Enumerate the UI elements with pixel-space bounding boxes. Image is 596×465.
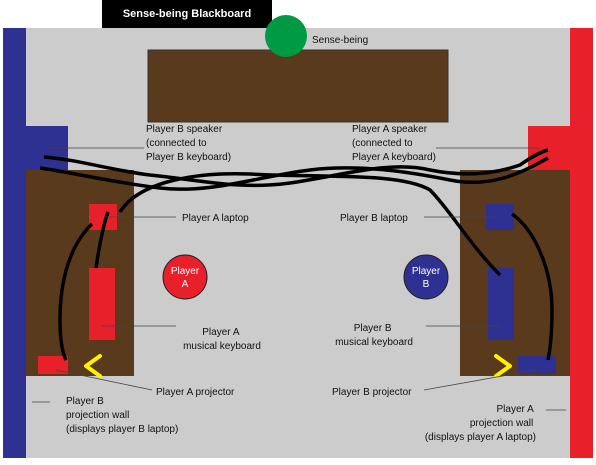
player-a-badge-line2: A [182,279,189,290]
player-a-keyboard-label-line1: Player A [202,327,240,338]
leader-player-a-projector [55,369,153,391]
player-b-keyboard-label: Player B musical keyboard [335,323,413,348]
player-a-keyboard-label: Player A musical keyboard [183,327,261,352]
player-a-speaker-label-line1: Player A speaker [352,124,428,135]
player-b-speaker-label-line1: Player B speaker [146,124,223,135]
player-a-projection-wall-bar [570,28,593,458]
player-a-badge [162,254,208,300]
player-b-wall-label-line1: Player B [66,396,104,407]
player-a-keyboard [89,268,115,340]
player-b-keyboard-label-line1: Player B [354,323,392,334]
laptop-to-projector-cable-b [510,212,554,361]
player-a-keyboard-label-line2: musical keyboard [183,341,261,352]
sense-being-circle [265,15,307,57]
player-a-projector-arrow-icon [84,354,102,378]
player-a-wall-label-line3: (displays player A laptop) [425,432,536,443]
player-b-keyboard-label-line2: musical keyboard [335,337,413,348]
player-a-table [26,170,134,376]
laptop-to-keyboard-cable-a [94,211,110,269]
player-b-laptop-label: Player B laptop [340,213,408,224]
player-a-projector-label: Player A projector [156,387,235,398]
player-b-badge-line1: Player [412,266,441,277]
header-bar [102,0,272,28]
player-b-wall-label-line3: (displays player B laptop) [66,424,178,435]
leader-lines [32,147,566,411]
header-title: Sense-being Blackboard [123,8,251,20]
laptop-to-keyboard-cable-b [118,171,502,277]
player-b-projection-wall-label: Player B projection wall (displays playe… [66,396,178,435]
player-b-badge-line2: B [423,279,430,290]
player-b-projector-label: Player B projector [332,387,412,398]
speaker-cable-a [39,156,549,191]
player-b-projector-arrow-icon [494,354,512,378]
player-b-projection-wall-bar [3,28,26,458]
player-a-speaker-label-line3: Player A keyboard) [352,152,436,163]
leader-player-b-projector [423,369,537,391]
player-b-wall-label-line2: projection wall [66,410,129,421]
player-b-speaker-label-line2: (connected to [146,138,207,149]
player-a-laptop-label: Player A laptop [182,213,249,224]
player-a-projector [38,356,68,374]
sense-being-label: Sense-being [312,35,368,46]
player-b-keyboard [488,268,514,340]
player-a-speaker-label: Player A speaker (connected to Player A … [352,124,436,163]
player-a-wall-label-line2: projection wall [470,418,533,429]
blackboard [147,49,449,123]
laptop-to-projector-cable-a [58,222,94,361]
player-b-speaker-label-line3: Player B keyboard) [146,152,231,163]
player-b-speaker-label: Player B speaker (connected to Player B … [146,124,231,163]
player-b-badge [403,254,449,300]
player-a-projection-wall-label: Player A projection wall (displays playe… [425,404,536,443]
player-a-speaker-label-line2: (connected to [352,138,413,149]
player-a-badge-line1: Player [171,266,200,277]
player-b-projector [518,356,556,374]
player-a-wall-label-line1: Player A [497,404,535,415]
player-b-table [460,170,570,376]
